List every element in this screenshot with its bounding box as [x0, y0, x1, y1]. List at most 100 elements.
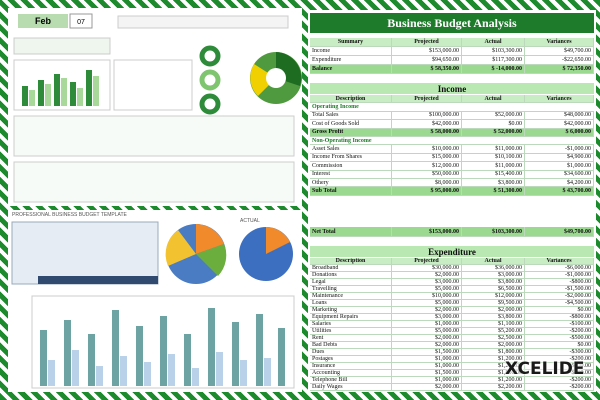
amount: $1,000.00	[392, 321, 462, 328]
description: Postages	[310, 356, 392, 363]
amount: $1,800.00	[462, 349, 525, 356]
amount: $2,500.00	[462, 335, 525, 342]
amount: $50,000.00	[392, 170, 462, 179]
amount: $2,200.00	[462, 384, 525, 391]
column-header: Actual	[462, 258, 525, 265]
amount: $5,000.00	[392, 300, 462, 307]
budget-analysis: Business Budget Analysis Summary Projecte…	[308, 10, 596, 392]
dashboard-graphics: Feb 07	[13, 13, 302, 203]
amount: $100,000.00	[392, 111, 462, 121]
amount: $10,000.00	[392, 145, 462, 154]
amount: $3,800.00	[462, 314, 525, 321]
amount: $9,500.00	[462, 300, 525, 307]
amount: $1,000.00	[392, 363, 462, 370]
amount: $117,300.00	[462, 56, 525, 65]
amount: -$2,000.00	[525, 293, 594, 300]
amount: -$500.00	[525, 335, 594, 342]
description: Daily Wages	[310, 384, 392, 391]
amount: -$100.00	[525, 321, 594, 328]
amount: $1,200.00	[462, 356, 525, 363]
amount: $42,000.00	[525, 120, 594, 129]
amount: -$200.00	[525, 363, 594, 370]
pie-slice	[165, 230, 196, 266]
section-heading: Expenditure	[310, 246, 594, 257]
amount: $94,650.00	[392, 56, 462, 65]
amount: -$300.00	[525, 370, 594, 377]
amount: -$1,500.00	[525, 286, 594, 293]
amount: -$200.00	[525, 356, 594, 363]
logo: XCELIDE	[505, 359, 585, 379]
amount: $153,000.00	[392, 47, 462, 56]
day: 07	[77, 19, 85, 26]
mini-table	[11, 221, 159, 285]
mini-tables	[13, 115, 295, 157]
bar-shapes	[22, 70, 92, 106]
amount: $12,000.00	[392, 162, 462, 171]
amount: $15,400.00	[462, 170, 525, 179]
amount: $2,000.00	[392, 272, 462, 279]
amount: $34,600.00	[525, 170, 594, 179]
description: Asset Sales	[310, 145, 392, 154]
amount: -$200.00	[525, 384, 594, 391]
main-title: Business Budget Analysis	[310, 13, 594, 33]
description: Broadband	[310, 265, 392, 272]
description: Income	[310, 47, 392, 56]
section-label: Operating Income	[310, 103, 594, 112]
amount: $0.00	[525, 342, 594, 349]
amount: $49,700.00	[525, 47, 594, 56]
month-box	[18, 14, 68, 28]
template-graphics: PROFESSIONAL BUSINESS BUDGET TEMPLATE AC…	[11, 212, 295, 389]
amount: $0.00	[525, 307, 594, 314]
pie-slice	[266, 227, 290, 254]
amount: -$1,000.00	[525, 145, 594, 154]
amount: $ 51,300.00	[462, 187, 525, 196]
amount: $ -14,000.00	[462, 65, 525, 74]
column-header: Description	[310, 95, 392, 104]
bar-shapes-2	[29, 76, 99, 106]
donut-slice	[250, 64, 276, 96]
description: Income From Shares	[310, 153, 392, 163]
amount: $6,500.00	[462, 286, 525, 293]
month: Feb	[35, 16, 52, 26]
amount: $11,000.00	[462, 162, 525, 171]
column-header: Actual	[462, 95, 525, 104]
dashboard-thumbnail: Feb 07	[8, 8, 302, 206]
description: Expenditure	[310, 56, 392, 65]
mini-table	[13, 37, 111, 55]
donut-hole	[266, 68, 286, 88]
amount: -$4,500.00	[525, 300, 594, 307]
amount: $1,500.00	[392, 370, 462, 377]
amount: $ 58,350.00	[392, 65, 462, 74]
description: Gross Profit	[310, 128, 392, 137]
description: Sub Total	[310, 187, 392, 196]
amount: $1,100.00	[462, 321, 525, 328]
amount: $5,200.00	[462, 328, 525, 335]
amount: $36,000.00	[462, 265, 525, 272]
description: Salaries	[310, 321, 392, 328]
amount: $1,200.00	[462, 363, 525, 370]
amount: $1,800.00	[462, 370, 525, 377]
column-header: Projected	[392, 258, 462, 265]
amount: $10,100.00	[462, 153, 525, 163]
amount: -$22,650.00	[525, 56, 594, 65]
amount: $12,000.00	[462, 293, 525, 300]
description: Equipment Repairs	[310, 314, 392, 321]
column-header: Summary	[310, 38, 392, 47]
amount: $ 72,350.00	[525, 65, 594, 74]
amount: $30,000.00	[392, 265, 462, 272]
description: Telephone Bill	[310, 377, 392, 384]
column-header: Actual	[462, 38, 525, 47]
amount: $3,000.00	[462, 272, 525, 279]
description: Total Sales	[310, 111, 392, 121]
description: Travelling	[310, 286, 392, 293]
description: Rent	[310, 335, 392, 342]
mini-tables-2	[13, 161, 295, 203]
column-header: Projected	[392, 95, 462, 104]
pie-slice	[196, 244, 227, 276]
amount: $3,800.00	[462, 179, 525, 188]
amount: $52,000.00	[462, 111, 525, 121]
amount: -$200.00	[525, 328, 594, 335]
columns-2	[48, 350, 271, 386]
balance-frame	[113, 59, 193, 111]
